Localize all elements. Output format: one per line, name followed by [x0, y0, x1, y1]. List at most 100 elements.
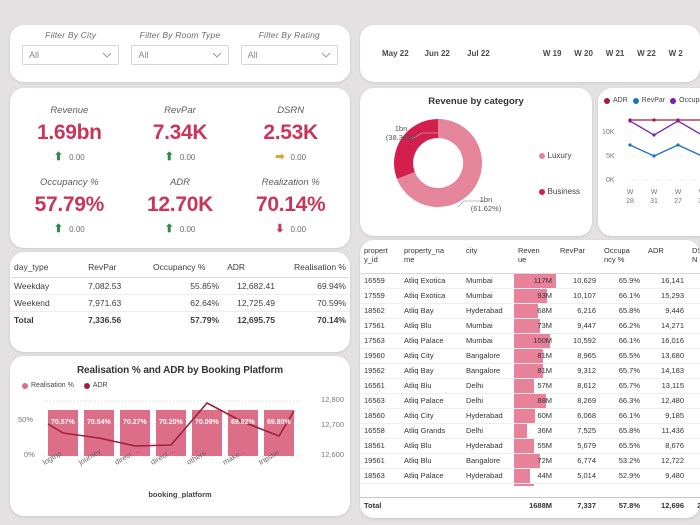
- kpi-revpar[interactable]: RevPar 7.34K ⬆ 0.00: [125, 98, 236, 170]
- date-slicer-week-20[interactable]: W 20: [574, 49, 593, 58]
- col-occupancy[interactable]: Occupancy %: [149, 258, 224, 278]
- date-slicer-week-22[interactable]: W 22: [637, 49, 656, 58]
- donut-plot-area: 1bn (38.38%) 1bn (61.62%) Luxury Busines…: [360, 107, 592, 225]
- cell-occupancy: 66.1%: [600, 288, 644, 304]
- filter-by-city-dropdown[interactable]: All: [22, 45, 120, 65]
- table-row[interactable]: 18561 Atliq Blu Hyderabad 55M 5,679 65.5% 8,67…: [360, 438, 700, 454]
- revenue-by-category-card: Revenue by category 1bn (38.38%) 1bn (6: [360, 88, 592, 236]
- cell-revenue-value: 117M: [533, 276, 552, 286]
- legend-item-revpar[interactable]: RevPar: [632, 97, 665, 104]
- legend-swatch-icon: [538, 152, 545, 159]
- cell-dsrn: 117: [688, 393, 700, 409]
- col-property-name[interactable]: property_na me: [400, 240, 462, 274]
- cell-occupancy: 66.3%: [600, 393, 644, 409]
- table-row[interactable]: 17559 Atliq Exotica Mumbai 93M 10,107 66.1% 15…: [360, 288, 700, 304]
- kpi-adr[interactable]: ADR 12.70K ⬆ 0.00: [125, 170, 236, 242]
- cell-city: Hyderabad: [462, 438, 514, 454]
- table-row[interactable]: 16562Atliq BayDelhi56M6,25453.4%11,71298: [360, 483, 700, 486]
- col-adr[interactable]: ADR: [223, 258, 279, 278]
- cell-revpar: 10,629: [556, 273, 600, 289]
- legend-item-luxury[interactable]: Luxury: [538, 151, 580, 160]
- col-revpar[interactable]: RevPar: [556, 240, 600, 274]
- chevron-down-icon[interactable]: [321, 50, 331, 60]
- col-dsrn[interactable]: DSRN: [688, 240, 700, 274]
- kpi-occupancy-title: Occupancy %: [40, 177, 99, 188]
- bar-value-label: 70.20%: [159, 419, 183, 426]
- chevron-down-icon[interactable]: [212, 50, 222, 60]
- date-slicer-card[interactable]: May 22 Jun 22 Jul 22 W 19 W 20 W 21 W 22…: [360, 25, 700, 82]
- legend-item-business[interactable]: Business: [538, 187, 580, 196]
- y-axis-tick: 50%: [18, 415, 34, 424]
- legend-item-adr[interactable]: ADR: [604, 97, 628, 104]
- cell-revpar: 8,269: [556, 393, 600, 409]
- cell-revenue: 100M: [514, 333, 556, 349]
- revenue-databar: [514, 348, 543, 363]
- cell-revenue-value: 81M: [537, 366, 552, 376]
- property-table-scroll[interactable]: propert y_id property_na me city Reven ue R…: [360, 240, 700, 486]
- legend-swatch-icon: [670, 97, 677, 104]
- table-row[interactable]: 16559 Atliq Exotica Mumbai 117M 10,629 65.9% 1…: [360, 273, 700, 289]
- cell-property-id: 17559: [360, 288, 400, 304]
- filter-by-room-type-dropdown[interactable]: All: [131, 45, 229, 65]
- table-row[interactable]: 16563 Atliq Palace Delhi 88M 8,269 66.3% 12,48…: [360, 393, 700, 409]
- table-row[interactable]: 18560 Atliq City Hyderabad 60M 6,068 66.1% 9,1…: [360, 408, 700, 424]
- col-revpar[interactable]: RevPar: [84, 258, 150, 278]
- legend-item-adr[interactable]: ADR: [83, 382, 108, 389]
- arrow-right-icon: ➡: [275, 151, 285, 163]
- cell-property-id: 17561: [360, 318, 400, 334]
- table-row[interactable]: 16558 Atliq Grands Delhi 36M 7,525 65.8% 11,43…: [360, 423, 700, 439]
- col-realisation[interactable]: Realisation %: [278, 258, 350, 278]
- kpi-revenue[interactable]: Revenue 1.69bn ⬆ 0.00: [14, 98, 125, 170]
- table-row[interactable]: 19562 Atliq Bay Bangalore 81M 9,312 65.7% 14,1…: [360, 363, 700, 379]
- chevron-down-icon[interactable]: [102, 50, 112, 60]
- legend-swatch-icon: [538, 188, 545, 195]
- cell-day-type: Weekday: [10, 277, 85, 295]
- cell-dsrn: 52: [688, 423, 700, 439]
- table-row[interactable]: 18563 Atliq Palace Hyderabad 44M 5,014 52.9% 9…: [360, 468, 700, 484]
- legend-label: Luxury: [547, 151, 572, 160]
- donut-svg: [394, 118, 484, 208]
- date-slicer-month-jul[interactable]: Jul 22: [467, 49, 490, 58]
- cell-adr: 16,141: [644, 273, 688, 289]
- cell-adr: 12,682.41: [223, 277, 279, 295]
- table-row[interactable]: 17563 Atliq Palace Mumbai 100M 10,592 66.1% 16…: [360, 333, 700, 349]
- arrow-up-icon: ⬆: [164, 223, 174, 235]
- filter-by-rating[interactable]: Filter By Rating All: [235, 25, 344, 82]
- col-day-type[interactable]: day_type: [10, 258, 85, 278]
- kpi-dsrn[interactable]: DSRN 2.53K ➡ 0.00: [235, 98, 346, 170]
- filter-slicer-card: Filter By City All Filter By Room Type A…: [10, 25, 350, 82]
- cell-occupancy: 65.8%: [600, 303, 644, 319]
- filter-by-city[interactable]: Filter By City All: [16, 25, 125, 82]
- table-row[interactable]: 19560 Atliq City Bangalore 81M 8,965 65.5% 13,…: [360, 348, 700, 364]
- col-property-id[interactable]: propert y_id: [360, 240, 400, 274]
- daytype-table: day_type RevPar Occupancy % ADR Realisat…: [10, 258, 350, 328]
- table-row[interactable]: 18562 Atliq Bay Hyderabad 68M 6,216 65.8% 9,44…: [360, 303, 700, 319]
- table-row[interactable]: Weekend 7,971.63 62.64% 12,725.49 70.59%: [10, 294, 350, 312]
- date-slicer-month-jun[interactable]: Jun 22: [424, 49, 450, 58]
- realisation-adr-chart-card: Realisation % and ADR by Booking Platfor…: [10, 356, 350, 516]
- legend-item-realisation[interactable]: Realisation %: [22, 382, 74, 389]
- kpi-occupancy-value: 57.79%: [34, 193, 105, 216]
- table-row[interactable]: Weekday 7,082.53 55.85% 12,682.41 69.94%: [10, 277, 350, 295]
- table-row[interactable]: 19561 Atliq Blu Bangalore 72M 6,774 53.2% 12,7…: [360, 453, 700, 469]
- legend-item-occupancy[interactable]: Occupan: [670, 97, 700, 104]
- x-axis-label: W30: [694, 188, 700, 206]
- kpi-occupancy[interactable]: Occupancy % 57.79% ⬆ 0.00: [14, 170, 125, 242]
- cell-revenue-value: 72M: [537, 456, 552, 466]
- filter-by-city-label: Filter By City: [45, 30, 97, 40]
- cell-revpar: 7,082.53: [84, 277, 150, 295]
- col-adr[interactable]: ADR: [644, 240, 688, 274]
- x-axis-label: W 27: [674, 189, 682, 206]
- filter-by-rating-dropdown[interactable]: All: [240, 45, 338, 65]
- date-slicer-month-may[interactable]: May 22: [382, 49, 409, 58]
- kpi-realization[interactable]: Realization % 70.14% ⬇ 0.00: [235, 170, 346, 242]
- filter-by-room-type[interactable]: Filter By Room Type All: [125, 25, 234, 82]
- date-slicer-week-23[interactable]: W 2: [668, 49, 683, 58]
- col-city[interactable]: city: [462, 240, 514, 274]
- date-slicer-week-19[interactable]: W 19: [542, 49, 562, 58]
- col-revenue[interactable]: Reven ue: [514, 240, 556, 274]
- date-slicer-week-21[interactable]: W 21: [605, 49, 625, 58]
